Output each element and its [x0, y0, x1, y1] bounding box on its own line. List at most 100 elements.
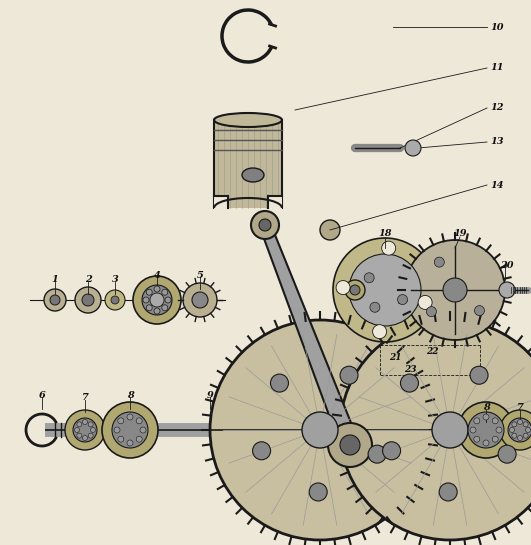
Circle shape	[114, 427, 120, 433]
Circle shape	[140, 427, 146, 433]
Circle shape	[320, 220, 340, 240]
Circle shape	[112, 412, 148, 448]
Circle shape	[434, 257, 444, 267]
Circle shape	[518, 435, 523, 440]
Circle shape	[210, 320, 430, 540]
Circle shape	[154, 308, 160, 314]
Circle shape	[50, 295, 60, 305]
Circle shape	[483, 440, 489, 446]
Text: 23: 23	[404, 366, 416, 374]
Circle shape	[127, 440, 133, 446]
Circle shape	[370, 302, 380, 312]
Circle shape	[500, 410, 531, 450]
Text: 4: 4	[153, 270, 160, 280]
Circle shape	[405, 140, 421, 156]
Circle shape	[483, 414, 489, 420]
Circle shape	[468, 412, 504, 448]
Circle shape	[136, 418, 142, 424]
Circle shape	[492, 418, 498, 424]
Circle shape	[88, 433, 93, 438]
Circle shape	[251, 211, 279, 239]
Text: 18: 18	[378, 229, 392, 239]
Circle shape	[470, 366, 488, 384]
Circle shape	[127, 414, 133, 420]
Text: 13: 13	[490, 137, 504, 147]
Circle shape	[518, 420, 523, 425]
Circle shape	[443, 278, 467, 302]
Text: 20: 20	[500, 261, 514, 269]
Circle shape	[105, 290, 125, 310]
Circle shape	[165, 297, 171, 303]
Circle shape	[77, 433, 82, 438]
Circle shape	[73, 418, 97, 442]
Circle shape	[382, 442, 400, 460]
Circle shape	[328, 423, 372, 467]
Circle shape	[74, 427, 80, 433]
Polygon shape	[259, 225, 360, 445]
Circle shape	[133, 276, 181, 324]
Circle shape	[142, 285, 172, 315]
Circle shape	[405, 240, 505, 340]
Circle shape	[75, 287, 101, 313]
Circle shape	[496, 427, 502, 433]
Text: 8: 8	[483, 403, 490, 413]
Circle shape	[512, 422, 517, 427]
Text: 19: 19	[453, 229, 467, 239]
Text: 6: 6	[39, 391, 45, 399]
Circle shape	[523, 433, 528, 438]
Text: 1: 1	[52, 276, 58, 284]
Circle shape	[154, 286, 160, 292]
Circle shape	[146, 305, 152, 311]
Text: 21: 21	[389, 354, 401, 362]
Text: 3: 3	[112, 276, 118, 284]
Text: 5: 5	[196, 270, 203, 280]
Circle shape	[475, 306, 484, 316]
Circle shape	[382, 241, 396, 255]
Ellipse shape	[214, 113, 282, 127]
Circle shape	[270, 374, 288, 392]
Circle shape	[340, 366, 358, 384]
Text: 9: 9	[207, 391, 213, 399]
Circle shape	[146, 289, 152, 295]
Text: 2: 2	[84, 276, 91, 284]
Circle shape	[82, 420, 88, 425]
Circle shape	[143, 297, 149, 303]
Circle shape	[426, 307, 436, 317]
Circle shape	[345, 280, 365, 300]
Circle shape	[183, 283, 217, 317]
Circle shape	[418, 295, 432, 310]
Circle shape	[340, 320, 531, 540]
Circle shape	[82, 294, 94, 306]
Circle shape	[102, 402, 158, 458]
Circle shape	[350, 285, 360, 295]
Circle shape	[302, 412, 338, 448]
Circle shape	[118, 436, 124, 442]
Circle shape	[498, 445, 516, 463]
Circle shape	[309, 483, 327, 501]
Circle shape	[162, 305, 168, 311]
Circle shape	[474, 436, 480, 442]
Circle shape	[90, 427, 96, 433]
Circle shape	[259, 219, 271, 231]
Text: 22: 22	[426, 348, 438, 356]
Text: 10: 10	[490, 22, 504, 32]
Circle shape	[150, 293, 164, 307]
Circle shape	[492, 436, 498, 442]
Circle shape	[77, 422, 82, 427]
Circle shape	[398, 295, 408, 305]
Circle shape	[88, 422, 93, 427]
Circle shape	[44, 289, 66, 311]
Circle shape	[111, 296, 119, 304]
Bar	[268, 196, 282, 210]
Bar	[214, 120, 282, 208]
Circle shape	[432, 412, 468, 448]
Circle shape	[510, 427, 515, 433]
Circle shape	[192, 292, 208, 308]
Circle shape	[458, 402, 514, 458]
Circle shape	[400, 374, 418, 392]
Circle shape	[136, 436, 142, 442]
Ellipse shape	[242, 168, 264, 182]
Circle shape	[373, 325, 387, 338]
Circle shape	[65, 410, 105, 450]
Circle shape	[364, 272, 374, 283]
